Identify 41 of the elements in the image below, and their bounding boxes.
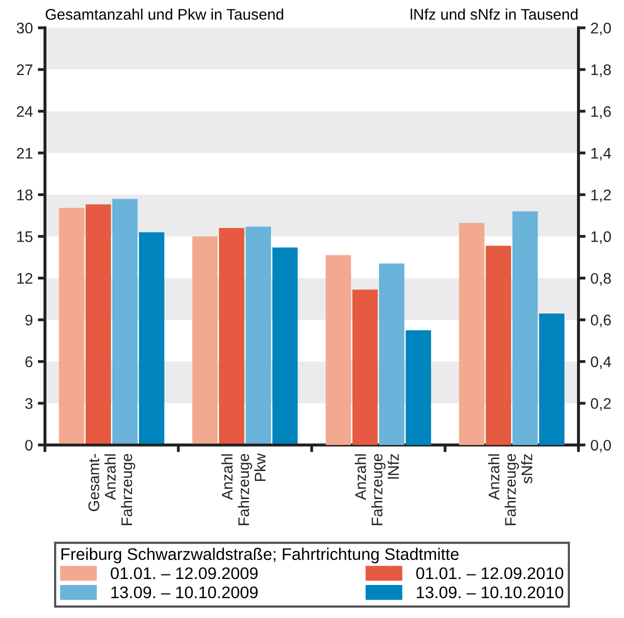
x-tick-label: Gesamt- Anzahl Fahrzeuge <box>88 454 136 526</box>
y2-tick-label: 0,6 <box>590 314 611 328</box>
y-tick-label: 12 <box>17 272 32 284</box>
y2-tick-label: 0,4 <box>590 356 612 370</box>
bar <box>512 211 538 445</box>
bar <box>486 246 512 445</box>
y2-tick-label: 1,2 <box>591 190 611 202</box>
bar <box>352 290 378 445</box>
y-tick-label: 0 <box>25 440 33 451</box>
y-tick-label: 3 <box>25 398 32 409</box>
legend-label: 13.09. – 10.10.2010 <box>416 586 564 598</box>
y2-tick-label: 0,8 <box>590 272 611 286</box>
bar <box>539 314 564 445</box>
y2-tick-label: 0,2 <box>590 398 611 411</box>
y-tick-label: 18 <box>17 190 32 200</box>
x-tick-label: Anzahl Fahrzeuge lNfz <box>354 454 399 526</box>
y2-tick-label: 1,4 <box>591 148 612 160</box>
y2-axis-title: lNfz und sNfz in Tausend <box>410 8 578 20</box>
legend-label: 01.01. – 12.09.2009 <box>110 567 258 580</box>
y-tick-label: 21 <box>16 148 32 158</box>
bar <box>459 222 484 445</box>
legend-title: Freiburg Schwarzwaldstraße; Fahrtrichtung Stadtmitte <box>62 548 459 564</box>
y2-tick-label: 1,8 <box>591 64 611 78</box>
y-tick-label: 15 <box>17 231 32 242</box>
x-tick-label: Anzahl Fahrzeuge sNfz <box>488 454 532 526</box>
y-tick-label: 6 <box>25 356 32 368</box>
y-tick-label: 30 <box>16 22 33 34</box>
x-tick-label: Anzahl Fahrzeuge Pkw <box>221 453 266 526</box>
bar <box>326 255 352 445</box>
y-tick-label: 27 <box>16 64 32 76</box>
y-tick-label: 9 <box>25 314 32 326</box>
bar <box>406 330 432 445</box>
legend-label: 01.01. – 12.09.2010 <box>416 567 564 580</box>
y2-tick-label: 0,0 <box>590 440 611 452</box>
y2-tick-label: 2,0 <box>591 22 611 36</box>
y-tick-label: 24 <box>16 106 33 117</box>
y2-tick-label: 1,6 <box>591 106 611 119</box>
legend-label: 13.09. – 10.10.2009 <box>111 586 258 598</box>
y-axis-title: Gesamtanzahl und Pkw in Tausend <box>46 8 284 20</box>
bar <box>379 264 404 445</box>
y2-tick-label: 1,0 <box>591 231 611 244</box>
